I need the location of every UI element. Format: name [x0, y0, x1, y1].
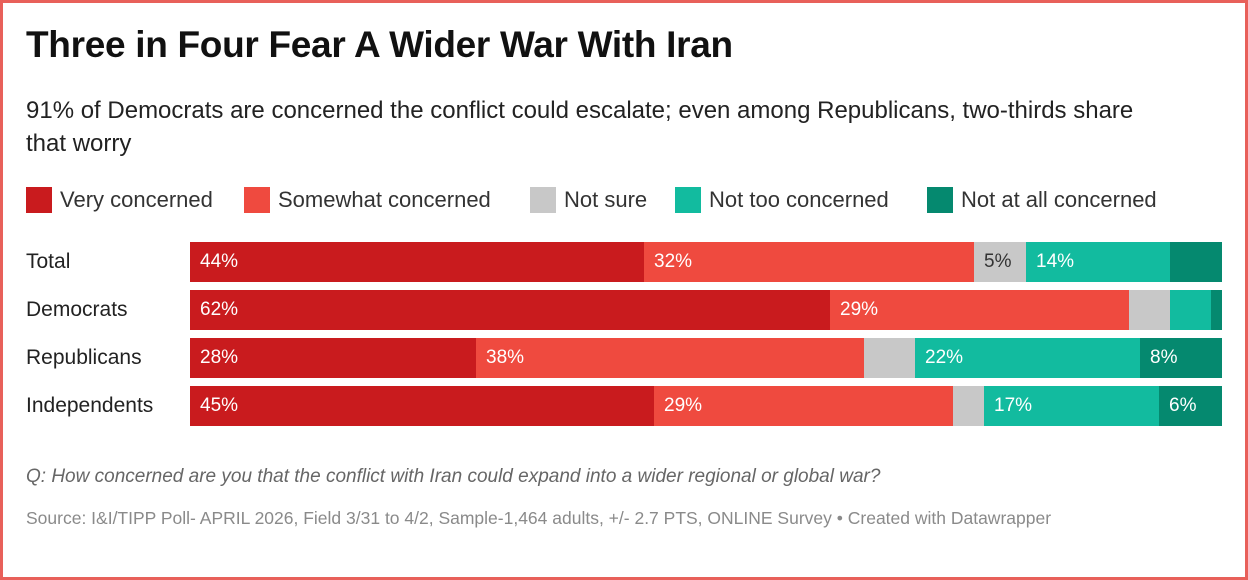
bar-republicans-very-concerned [190, 338, 476, 378]
data-label-democrats-somewhat-concerned: 29% [840, 299, 879, 320]
source-note: Source: I&I/TIPP Poll- APRIL 2026, Field… [26, 508, 1052, 528]
data-label-democrats-very-concerned: 62% [200, 299, 239, 320]
bar-republicans-not-too-concerned [915, 338, 1140, 378]
legend-label: Very concerned [60, 187, 213, 212]
data-label-republicans-not-too-concerned: 22% [925, 347, 964, 368]
bar-democrats-somewhat-concerned [830, 290, 1129, 330]
legend-swatch-very-concerned [26, 187, 52, 213]
bar-total-not-too-concerned [1026, 242, 1170, 282]
legend-swatch-not-sure [530, 187, 556, 213]
data-label-republicans-somewhat-concerned: 38% [486, 347, 525, 368]
bar-democrats-not-too-concerned [1170, 290, 1211, 330]
data-label-total-not-sure: 5% [984, 251, 1012, 272]
bar-independents-not-too-concerned [984, 386, 1159, 426]
chart-subtitle: 91% of Democrats are concerned the confl… [26, 97, 1134, 157]
data-label-total-very-concerned: 44% [200, 251, 239, 272]
bar-republicans-not-at-all-concerned [1140, 338, 1222, 378]
data-label-total-somewhat-concerned: 32% [654, 251, 693, 272]
data-label-independents-not-too-concerned: 17% [994, 395, 1033, 416]
data-label-total-not-too-concerned: 14% [1036, 251, 1075, 272]
legend-swatch-somewhat-concerned [244, 187, 270, 213]
bar-democrats-not-at-all-concerned [1211, 290, 1222, 330]
bar-independents-not-sure [953, 386, 984, 426]
bar-democrats-very-concerned [190, 290, 830, 330]
data-label-independents-somewhat-concerned: 29% [664, 395, 703, 416]
bar-independents-very-concerned [190, 386, 654, 426]
legend-label: Not sure [564, 187, 648, 212]
bar-republicans-not-sure [864, 338, 915, 378]
row-label-total: Total [26, 250, 71, 273]
bar-independents-somewhat-concerned [654, 386, 953, 426]
data-label-republicans-very-concerned: 28% [200, 347, 239, 368]
bar-republicans-somewhat-concerned [476, 338, 864, 378]
data-label-republicans-not-at-all-concerned: 8% [1150, 347, 1178, 368]
legend-swatch-not-at-all-concerned [927, 187, 953, 213]
bar-total-somewhat-concerned [644, 242, 974, 282]
chart-title: Three in Four Fear A Wider War With Iran [26, 24, 733, 65]
bar-total-very-concerned [190, 242, 644, 282]
bar-independents-not-at-all-concerned [1159, 386, 1222, 426]
legend-label: Not at all concerned [961, 187, 1157, 212]
row-label-democrats: Democrats [26, 298, 128, 321]
data-label-independents-not-at-all-concerned: 6% [1169, 395, 1197, 416]
row-label-independents: Independents [26, 394, 154, 417]
legend-label: Somewhat concerned [278, 187, 491, 212]
row-label-republicans: Republicans [26, 346, 142, 369]
legend-label: Not too concerned [709, 187, 889, 212]
survey-question: Q: How concerned are you that the confli… [26, 466, 881, 487]
bar-democrats-not-sure [1129, 290, 1170, 330]
bar-total-not-sure [974, 242, 1026, 282]
data-label-independents-very-concerned: 45% [200, 395, 239, 416]
bar-total-not-at-all-concerned [1170, 242, 1222, 282]
legend-swatch-not-too-concerned [675, 187, 701, 213]
